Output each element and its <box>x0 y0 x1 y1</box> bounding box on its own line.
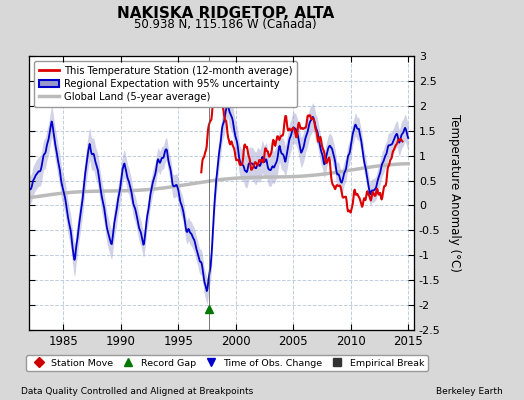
Text: 50.938 N, 115.186 W (Canada): 50.938 N, 115.186 W (Canada) <box>134 18 316 31</box>
Legend: Station Move, Record Gap, Time of Obs. Change, Empirical Break: Station Move, Record Gap, Time of Obs. C… <box>26 355 428 371</box>
Text: NAKISKA RIDGETOP, ALTA: NAKISKA RIDGETOP, ALTA <box>117 6 334 21</box>
Text: Data Quality Controlled and Aligned at Breakpoints: Data Quality Controlled and Aligned at B… <box>21 387 253 396</box>
Legend: This Temperature Station (12-month average), Regional Expectation with 95% uncer: This Temperature Station (12-month avera… <box>34 61 297 107</box>
Y-axis label: Temperature Anomaly (°C): Temperature Anomaly (°C) <box>447 114 461 272</box>
Text: Berkeley Earth: Berkeley Earth <box>436 387 503 396</box>
